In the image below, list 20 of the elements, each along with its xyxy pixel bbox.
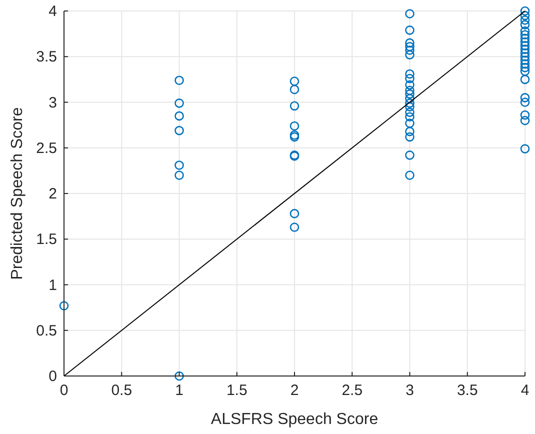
x-tick-label: 1 [175, 382, 184, 399]
x-tick-label: 2.5 [342, 382, 363, 399]
x-axis-title: ALSFRS Speech Score [210, 411, 378, 428]
y-tick-label: 4 [48, 3, 57, 20]
x-tick-label: 0 [60, 382, 68, 399]
x-tick-label: 3 [406, 382, 414, 399]
x-tick-label: 1.5 [226, 382, 248, 399]
y-tick-label: 1.5 [36, 231, 57, 248]
y-tick-label: 0 [48, 368, 57, 385]
y-tick-label: 0.5 [36, 322, 57, 340]
x-tick-label: 3.5 [456, 382, 478, 399]
y-tick-label: 2 [48, 186, 57, 202]
y-tick-label: 1 [48, 276, 57, 294]
x-tick-label: 0.5 [111, 382, 132, 399]
y-tick-label: 3.5 [36, 48, 57, 66]
y-tick-label: 3 [48, 94, 57, 112]
y-tick-label: 2.5 [36, 140, 57, 157]
y-axis-title: Predicted Speech Score [9, 107, 26, 280]
x-tick-label: 4 [520, 382, 530, 399]
x-tick-label: 2 [290, 382, 299, 399]
